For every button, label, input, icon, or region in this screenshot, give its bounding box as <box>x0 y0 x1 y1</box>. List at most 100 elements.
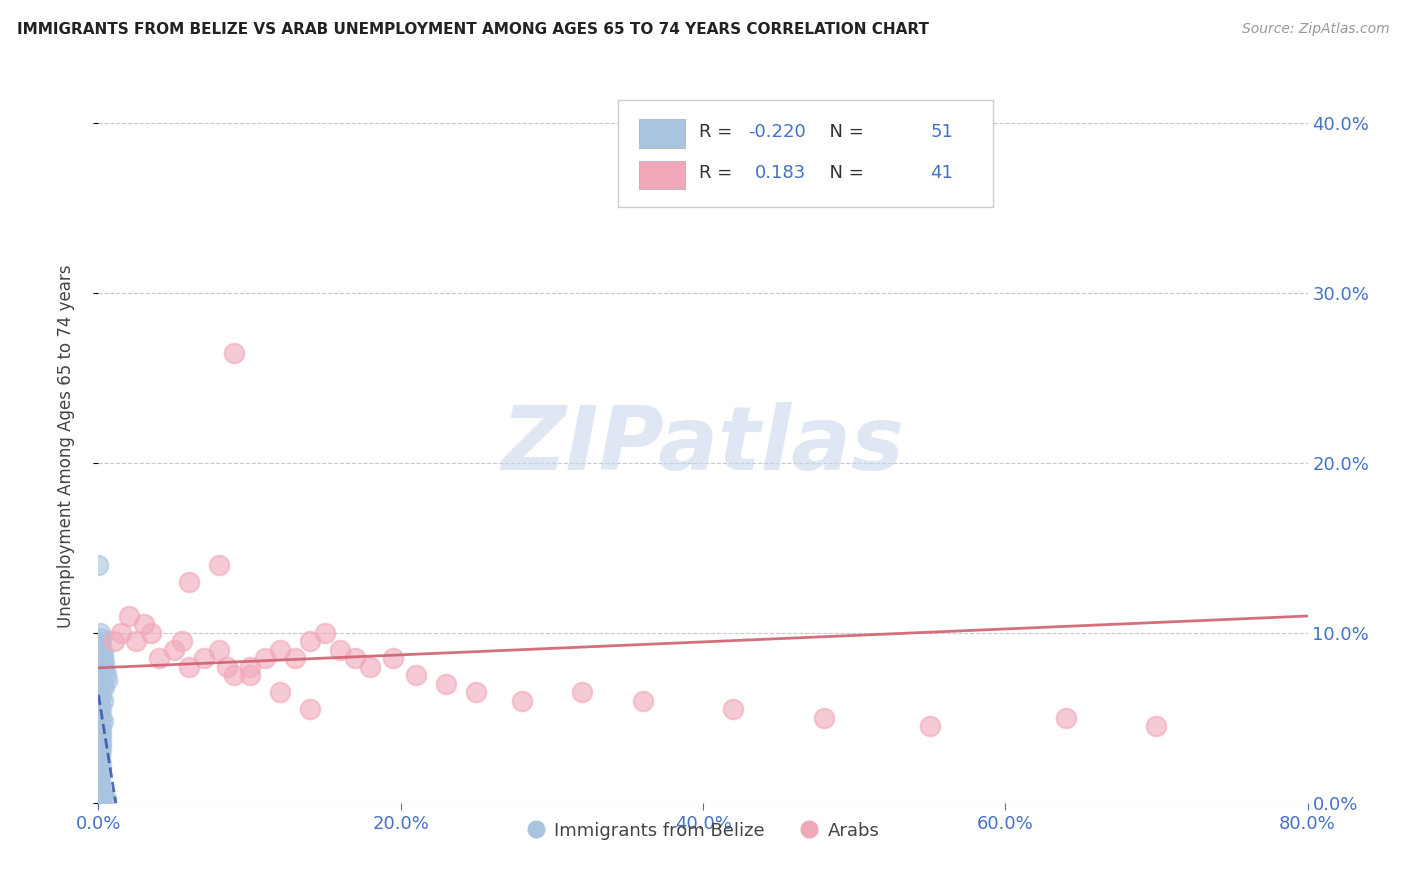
Point <box>89 724 111 739</box>
Point <box>148 651 170 665</box>
Point <box>87 558 110 572</box>
Point <box>314 626 336 640</box>
Point <box>89 748 111 763</box>
Point <box>299 702 322 716</box>
Point <box>89 651 111 665</box>
Point <box>90 646 112 660</box>
Point <box>89 698 111 712</box>
Text: 51: 51 <box>931 123 953 141</box>
Point <box>215 660 238 674</box>
Point <box>90 689 112 703</box>
Point <box>1054 711 1077 725</box>
Point <box>91 646 114 660</box>
Point <box>103 634 125 648</box>
Point <box>90 640 112 654</box>
Point <box>93 663 115 677</box>
Point <box>89 779 111 793</box>
Point <box>89 762 111 776</box>
Point <box>253 651 276 665</box>
Point <box>179 574 201 589</box>
Point <box>94 792 117 806</box>
Point <box>89 738 111 752</box>
Point <box>405 668 427 682</box>
Text: N =: N = <box>818 123 869 141</box>
Text: Source: ZipAtlas.com: Source: ZipAtlas.com <box>1241 22 1389 37</box>
Point <box>132 617 155 632</box>
Point <box>224 668 246 682</box>
Point <box>344 651 367 665</box>
Point <box>91 694 114 708</box>
Point <box>89 626 111 640</box>
Point <box>89 745 111 759</box>
Point <box>631 694 654 708</box>
Point <box>89 643 111 657</box>
Point <box>93 657 115 671</box>
Point <box>90 702 112 716</box>
Text: -0.220: -0.220 <box>748 123 806 141</box>
Point <box>208 643 231 657</box>
FancyBboxPatch shape <box>638 120 685 148</box>
Point <box>510 694 533 708</box>
Text: R =: R = <box>699 164 738 182</box>
FancyBboxPatch shape <box>638 161 685 189</box>
Point <box>141 626 163 640</box>
Point <box>89 765 111 780</box>
Point <box>360 660 382 674</box>
Point <box>89 794 111 808</box>
Point <box>269 685 291 699</box>
Point <box>89 707 111 722</box>
Y-axis label: Unemployment Among Ages 65 to 74 years: Unemployment Among Ages 65 to 74 years <box>56 264 75 628</box>
Point <box>89 731 111 746</box>
Point <box>382 651 405 665</box>
Point <box>163 643 186 657</box>
Point <box>89 796 111 810</box>
Point <box>89 634 111 648</box>
Point <box>91 787 114 801</box>
Point <box>224 345 246 359</box>
Point <box>434 677 457 691</box>
Point <box>89 753 111 767</box>
Point <box>239 660 262 674</box>
Point <box>90 758 112 772</box>
Point <box>813 711 835 725</box>
Point <box>89 770 111 784</box>
Point <box>96 673 118 688</box>
Point <box>89 685 111 699</box>
Point <box>89 782 111 797</box>
Point <box>90 721 112 735</box>
Point <box>110 626 132 640</box>
Point <box>723 702 745 716</box>
Point <box>93 680 115 694</box>
Point <box>91 714 114 729</box>
Point <box>90 741 112 756</box>
Point <box>91 651 114 665</box>
Point <box>90 734 112 748</box>
Point <box>118 608 141 623</box>
Point <box>89 668 111 682</box>
Point <box>90 657 112 671</box>
Text: R =: R = <box>699 123 738 141</box>
Text: 41: 41 <box>931 164 953 182</box>
Point <box>94 666 117 681</box>
Point <box>125 634 148 648</box>
Legend: Immigrants from Belize, Arabs: Immigrants from Belize, Arabs <box>519 814 887 847</box>
Point <box>193 651 215 665</box>
Point <box>329 643 352 657</box>
Point <box>90 631 112 645</box>
FancyBboxPatch shape <box>619 100 993 207</box>
Text: ZIPatlas: ZIPatlas <box>502 402 904 490</box>
Point <box>239 668 262 682</box>
Point <box>179 660 201 674</box>
Point <box>208 558 231 572</box>
Text: N =: N = <box>818 164 869 182</box>
Point <box>918 719 941 733</box>
Point <box>91 660 114 674</box>
Point <box>299 634 322 648</box>
Point <box>571 685 593 699</box>
Point <box>90 673 112 688</box>
Point <box>284 651 307 665</box>
Point <box>269 643 291 657</box>
Point <box>465 685 488 699</box>
Point <box>170 634 193 648</box>
Point <box>93 790 115 805</box>
